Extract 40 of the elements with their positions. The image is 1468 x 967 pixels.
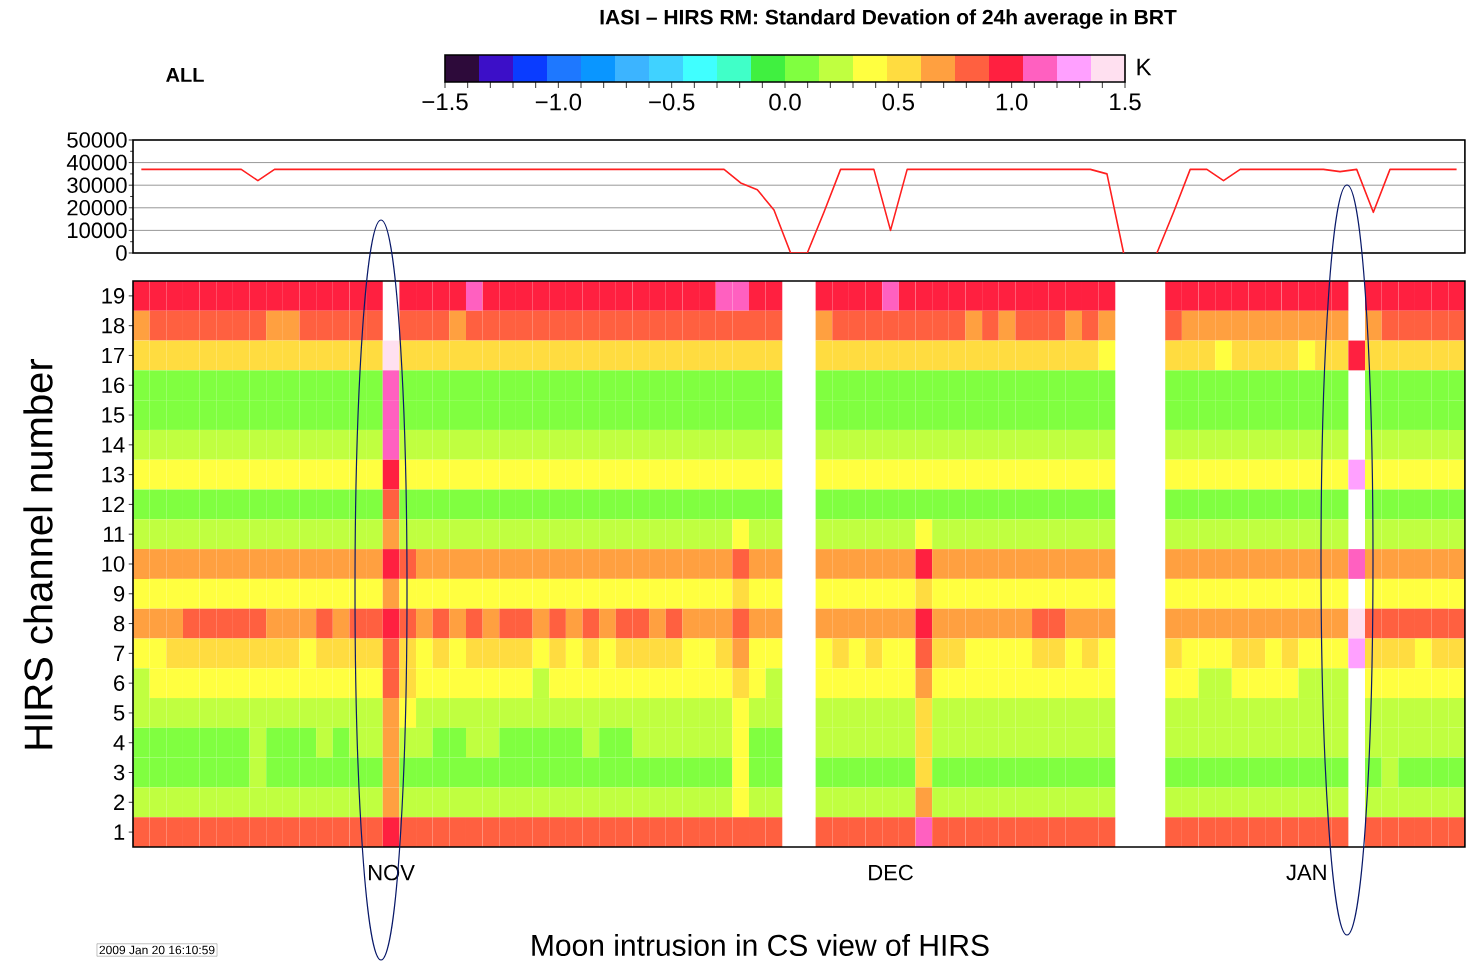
y-tick-label: 19 (102, 288, 125, 304)
color-bar-label: −1.0 (535, 93, 582, 111)
y-tick-label: 0 (116, 245, 127, 261)
y-tick-label: 10 (102, 556, 125, 572)
color-bar-label: −1.5 (422, 93, 468, 111)
color-bar-label: −0.5 (649, 93, 695, 111)
chart-title: IASI – HIRS RM: Standard Devation of 24h average in BRT (600, 9, 1177, 29)
y-axis-title: HIRS channel number (23, 358, 53, 749)
x-tick-label: JAN (1286, 864, 1326, 881)
color-bar-title: K (1137, 58, 1152, 76)
text: Moon intrusion in CS view of HIRS (532, 933, 989, 957)
y-tick-label: 1 (114, 824, 125, 840)
y-tick-label: 17 (102, 347, 125, 364)
y-tick-label: 12 (102, 496, 125, 513)
y-tick-label: 5 (113, 705, 125, 721)
y-tick-label: 3 (113, 764, 125, 781)
y-tick-label: 18 (102, 317, 125, 334)
y-tick-label: 40000 (66, 154, 127, 171)
y-tick-label: 15 (102, 407, 125, 423)
y-tick-label: 9 (114, 585, 125, 602)
y-tick-label: 16 (102, 377, 125, 394)
y-tick-label: 4 (113, 735, 125, 751)
y-tick-label: 13 (102, 466, 125, 483)
y-tick-label: 7 (114, 645, 125, 661)
color-bar-label: 1.5 (1110, 93, 1141, 111)
y-tick-label: 6 (114, 675, 125, 691)
y-tick-label: 2 (114, 794, 125, 810)
y-tick-label: 10000 (68, 222, 127, 239)
text: ALL (166, 68, 204, 82)
y-tick-label: 14 (102, 437, 125, 453)
y-tick-label: 30000 (67, 177, 127, 193)
y-tick-label: 20000 (67, 199, 127, 216)
color-bar-label: 1.0 (996, 93, 1028, 111)
text: 2009 Jan 20 16:10:59 (99, 945, 215, 955)
y-tick-label: 50000 (67, 132, 127, 148)
y-tick-label: 11 (104, 526, 125, 542)
y-tick-label: 8 (113, 615, 125, 632)
color-bar-label: 0.0 (769, 93, 801, 111)
x-tick-label: DEC (869, 864, 913, 881)
color-bar-label: 0.5 (882, 93, 915, 111)
